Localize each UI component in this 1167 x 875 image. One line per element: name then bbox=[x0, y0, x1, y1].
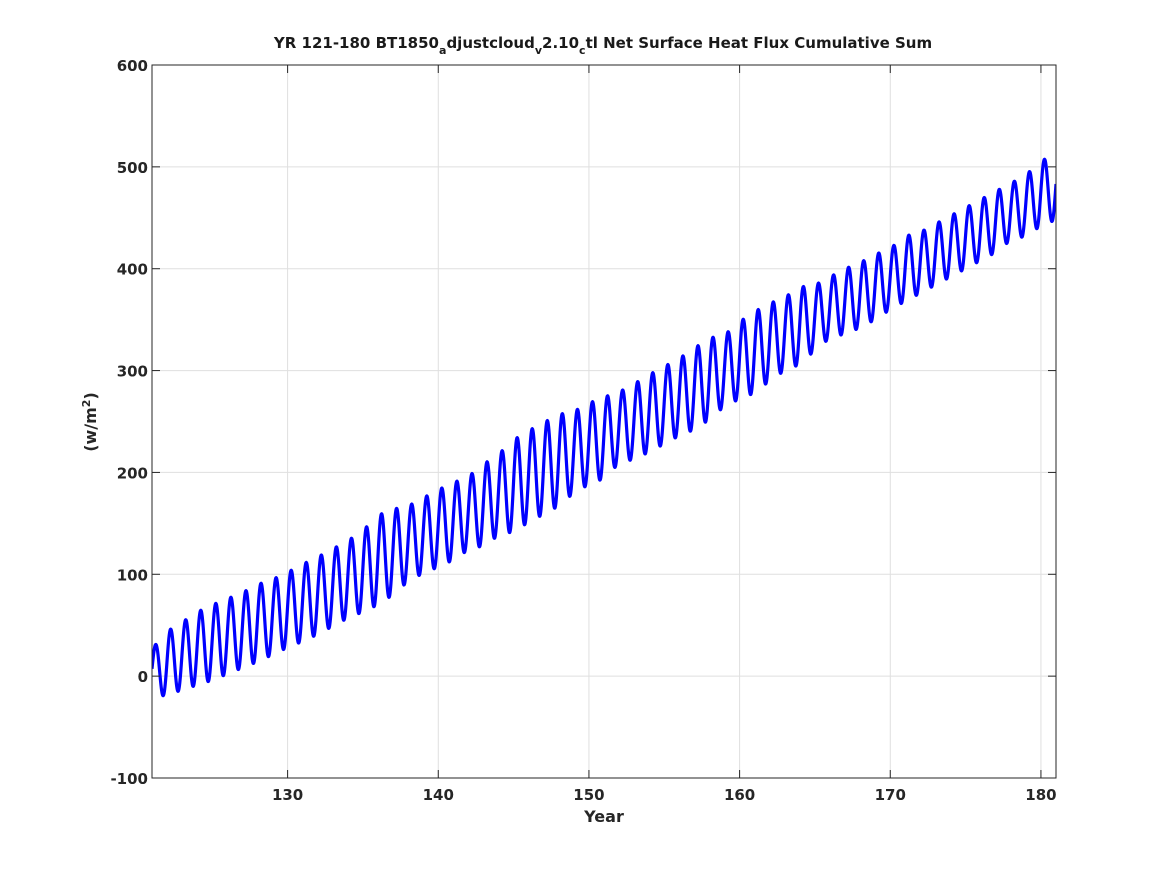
ticks: 130 140 150 160 170 180 -100 0 100 200 300 400 500 60… bbox=[110, 57, 1056, 804]
x-tick-label: 180 bbox=[1025, 786, 1056, 804]
y-axis-label: (w/m2) bbox=[80, 392, 100, 452]
axes-box bbox=[151, 64, 1057, 779]
y-tick-label: 0 bbox=[138, 668, 148, 686]
y-tick-label: 200 bbox=[117, 464, 148, 482]
chart-title: YR 121-180 BT1850adjustcloudv2.10ctl Net… bbox=[273, 34, 932, 57]
x-tick-label: 140 bbox=[423, 786, 454, 804]
series-line bbox=[152, 157, 1056, 698]
y-tick-label: 400 bbox=[117, 261, 148, 279]
y-tick-label: 600 bbox=[117, 57, 148, 75]
y-tick-label: 100 bbox=[117, 566, 148, 584]
y-tick-label: 300 bbox=[117, 363, 148, 381]
x-tick-label: 150 bbox=[573, 786, 604, 804]
y-tick-label: -100 bbox=[110, 770, 148, 788]
x-axis-label: Year bbox=[583, 807, 624, 826]
x-tick-label: 170 bbox=[875, 786, 906, 804]
x-tick-label: 160 bbox=[724, 786, 755, 804]
series-group bbox=[152, 157, 1056, 698]
x-tick-label: 130 bbox=[272, 786, 303, 804]
y-tick-label: 500 bbox=[117, 159, 148, 177]
